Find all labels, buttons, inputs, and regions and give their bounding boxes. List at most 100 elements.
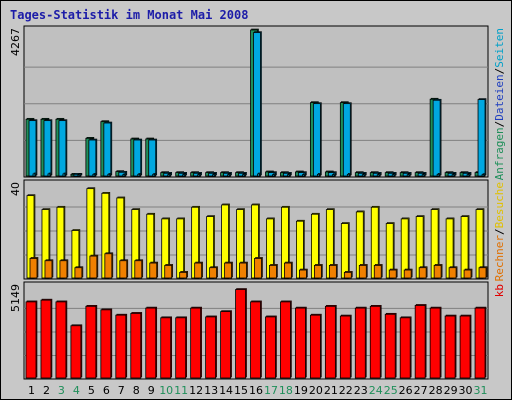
bar-rechner-27 <box>418 266 428 279</box>
legend-entry: / <box>493 228 506 235</box>
bar-rechner-28 <box>433 264 443 279</box>
day-label: 27 <box>414 384 428 397</box>
bar-seiten-12 <box>197 173 201 177</box>
side-legend: Anfragen/Dateien/Seiten <box>493 28 506 180</box>
bar-seiten-5 <box>92 173 97 177</box>
bar-rechner-5 <box>89 254 99 279</box>
legend-entry: / <box>493 68 506 75</box>
bar-besuche-30 <box>460 215 470 279</box>
bar-dateien-22 <box>342 102 352 177</box>
day-label: 15 <box>234 384 248 397</box>
y-max-label: 5149 <box>9 284 22 312</box>
bar-rechner-26 <box>403 268 413 279</box>
day-label: 4 <box>73 384 80 397</box>
bar-kb-22 <box>339 314 352 379</box>
legend-entry: Anfragen <box>493 127 506 180</box>
bar-seiten-19 <box>302 173 306 177</box>
day-label: 28 <box>429 384 443 397</box>
day-label: 16 <box>249 384 263 397</box>
bar-rechner-21 <box>328 264 338 279</box>
bar-seiten-21 <box>331 173 336 177</box>
chart-title: Tages-Statistik im Monat Mai 2008 <box>10 8 248 22</box>
bar-dateien-31 <box>477 98 487 177</box>
day-label: 17 <box>264 384 278 397</box>
bar-seiten-3 <box>62 172 67 177</box>
bar-seiten-25 <box>391 173 396 177</box>
day-label: 1 <box>28 384 35 397</box>
bar-dateien-6 <box>103 121 113 177</box>
bar-seiten-23 <box>361 173 366 177</box>
bar-kb-7 <box>115 313 128 379</box>
legend-entry: Dateien <box>493 74 506 120</box>
bar-kb-26 <box>399 316 412 379</box>
bar-seiten-28 <box>436 173 441 177</box>
day-label: 14 <box>219 384 233 397</box>
bar-seiten-14 <box>227 173 231 177</box>
panel-1 <box>23 25 489 178</box>
bar-rechner-1 <box>29 257 39 279</box>
day-label: 20 <box>309 384 323 397</box>
bar-rechner-31 <box>478 266 488 279</box>
bar-seiten-24 <box>376 173 381 177</box>
bar-besuche-22 <box>340 222 350 279</box>
bar-kb-27 <box>414 304 427 379</box>
day-label: 24 <box>369 384 383 397</box>
bar-rechner-10 <box>164 264 174 279</box>
bar-dateien-9 <box>148 138 158 177</box>
bar-kb-19 <box>295 306 307 379</box>
bar-kb-20 <box>309 313 322 379</box>
bar-kb-29 <box>444 314 457 379</box>
bar-kb-4 <box>70 324 83 379</box>
bar-kb-25 <box>384 312 397 379</box>
day-label: 25 <box>384 384 398 397</box>
bar-seiten-13 <box>212 173 216 177</box>
bar-rechner-18 <box>284 261 293 279</box>
bar-kb-16 <box>250 300 262 379</box>
bar-kb-10 <box>160 316 173 379</box>
bar-kb-17 <box>265 315 277 379</box>
bar-dateien-3 <box>58 119 68 177</box>
bar-kb-9 <box>145 306 158 379</box>
day-label: 3 <box>58 384 65 397</box>
bar-seiten-27 <box>421 173 426 177</box>
bar-kb-23 <box>354 306 367 379</box>
bar-seiten-31 <box>481 173 486 177</box>
bar-kb-15 <box>235 288 247 379</box>
bar-seiten-29 <box>451 173 456 177</box>
side-legend: kb <box>493 284 506 297</box>
legend-entry: / <box>493 121 506 128</box>
bar-rechner-3 <box>59 259 69 279</box>
bar-rechner-8 <box>134 259 144 279</box>
bar-rechner-4 <box>74 266 84 279</box>
bar-rechner-9 <box>149 261 159 279</box>
bar-rechner-13 <box>209 266 218 279</box>
bar-rechner-25 <box>388 268 398 279</box>
day-label: 6 <box>103 384 110 397</box>
day-label: 26 <box>399 384 413 397</box>
bar-seiten-2 <box>47 172 52 177</box>
bar-kb-8 <box>130 312 143 379</box>
bar-kb-30 <box>459 314 472 379</box>
day-label: 13 <box>204 384 218 397</box>
day-label: 10 <box>159 384 173 397</box>
bar-dateien-1 <box>28 119 38 177</box>
bar-kb-2 <box>40 298 53 379</box>
day-label: 19 <box>294 384 308 397</box>
bar-dateien-28 <box>432 98 442 177</box>
bar-dateien-5 <box>88 138 98 177</box>
bar-seiten-22 <box>346 173 351 177</box>
bar-seiten-30 <box>466 173 471 177</box>
bar-seiten-1 <box>32 172 37 177</box>
bar-rechner-17 <box>269 264 278 279</box>
bar-seiten-26 <box>406 173 411 177</box>
bar-rechner-11 <box>179 271 188 279</box>
legend-entry: Rechner <box>493 235 506 282</box>
panel-3 <box>23 281 489 380</box>
day-label: 22 <box>339 384 353 397</box>
bar-rechner-19 <box>299 268 308 279</box>
bar-rechner-23 <box>358 264 368 279</box>
day-label: 18 <box>279 384 293 397</box>
bar-kb-12 <box>190 306 202 379</box>
bar-seiten-8 <box>137 173 142 177</box>
